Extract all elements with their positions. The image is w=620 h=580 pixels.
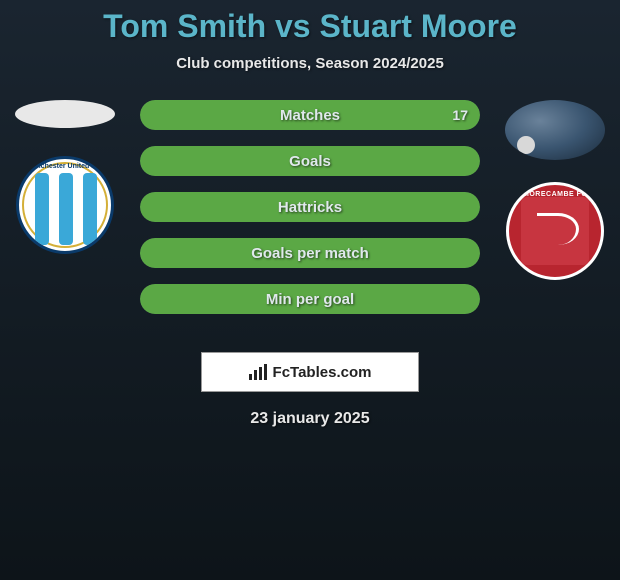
left-player-column: Colchester United FC (10, 100, 120, 254)
left-club-badge: Colchester United FC (16, 156, 114, 254)
right-player-avatar (505, 100, 605, 160)
stat-bar: Min per goal (140, 284, 480, 314)
bar-label: Goals per match (140, 245, 480, 262)
stat-bar: 17Matches (140, 100, 480, 130)
bar-label: Goals (140, 153, 480, 170)
right-player-column: MORECAMBE FC (500, 100, 610, 280)
date-text: 23 january 2025 (0, 410, 620, 428)
brand-footer: FcTables.com (201, 352, 419, 392)
page-title: Tom Smith vs Stuart Moore (0, 0, 620, 45)
right-club-badge: MORECAMBE FC (506, 182, 604, 280)
bar-label: Hattricks (140, 199, 480, 216)
subtitle: Club competitions, Season 2024/2025 (0, 55, 620, 72)
stats-bars: 17Matches Goals Hattricks Goals per match Mi… (140, 100, 480, 330)
stat-bar: Goals (140, 146, 480, 176)
left-player-avatar (15, 100, 115, 128)
bar-label: Matches (140, 107, 480, 124)
stat-bar: Hattricks (140, 192, 480, 222)
stat-bar: Goals per match (140, 238, 480, 268)
chart-icon (249, 364, 267, 380)
left-club-name: Colchester United FC (19, 163, 111, 170)
bar-label: Min per goal (140, 291, 480, 308)
brand-text: FcTables.com (273, 364, 372, 381)
